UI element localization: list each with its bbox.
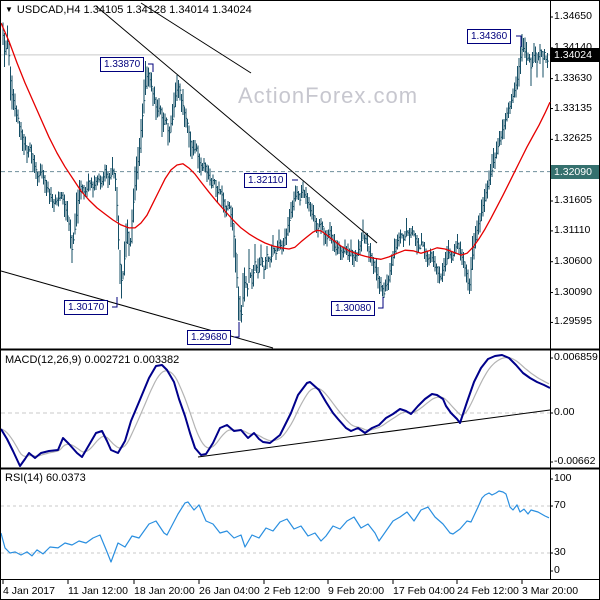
time-axis-label: 18 Jan 20:00 [134,585,195,597]
rsi-axis-label: 70 [554,499,566,511]
price-callout[interactable]: 1.34360 [467,29,512,44]
time-axis-label: 11 Jan 12:00 [68,585,128,597]
current-price-tag: 1.34024 [551,47,599,62]
price-callout[interactable]: 1.29680 [187,330,232,345]
time-axis-label: 9 Feb 20:00 [328,585,385,597]
sr-level-tag: 1.32090 [551,164,599,179]
price-callout[interactable]: 1.30080 [331,301,376,316]
rsi-axis-label: 100 [554,472,572,484]
rsi-axis-label: 30 [554,546,566,558]
price-axis-label: 1.29595 [554,315,592,328]
symbol-dropdown-icon[interactable]: ▼ [5,5,13,14]
price-axis-label: 1.31110 [554,223,591,236]
rsi-panel[interactable] [1,470,550,579]
price-axis-label: 1.31605 [554,193,592,206]
chart-title: ▼ USDCAD,H4 1.34105 1.34128 1.34014 1.340… [5,4,252,16]
price-callout[interactable]: 1.32110 [244,173,288,188]
time-axis-label: 26 Jan 04:00 [199,585,260,597]
price-callout[interactable]: 1.33870 [100,57,145,72]
macd-axis-label: -0.00662 [554,455,596,467]
time-axis-label: 3 Mar 20:00 [522,585,579,597]
macd-axis-label: 0.00 [554,406,575,418]
watermark: ActionForex.com [238,83,419,108]
price-axis-label: 1.33135 [554,101,592,114]
price-callout[interactable]: 1.30170 [64,300,109,315]
rsi-axis-label: 0 [554,564,560,576]
time-axis-label: 2 Feb 12:00 [264,585,321,597]
price-axis-label: 1.30600 [554,254,592,267]
time-axis-label: 24 Feb 12:00 [457,585,519,597]
macd-panel[interactable] [1,351,550,468]
macd-axis-label: 0.006859 [554,351,598,363]
time-axis-label: 17 Feb 04:00 [393,585,455,597]
price-axis-label: 1.34650 [554,10,592,22]
chart-title-text: USDCAD,H4 1.34105 1.34128 1.34014 1.3402… [16,4,252,16]
price-axis-label: 1.30090 [554,285,592,298]
macd-indicator-label: MACD(12,26,9) 0.002721 0.003382 [5,354,180,366]
price-axis-label: 1.33630 [554,71,592,84]
price-axis-label: 1.32625 [554,132,592,145]
rsi-indicator-label: RSI(14) 60.0373 [5,472,86,484]
time-axis-label: 4 Jan 2017 [3,585,55,597]
